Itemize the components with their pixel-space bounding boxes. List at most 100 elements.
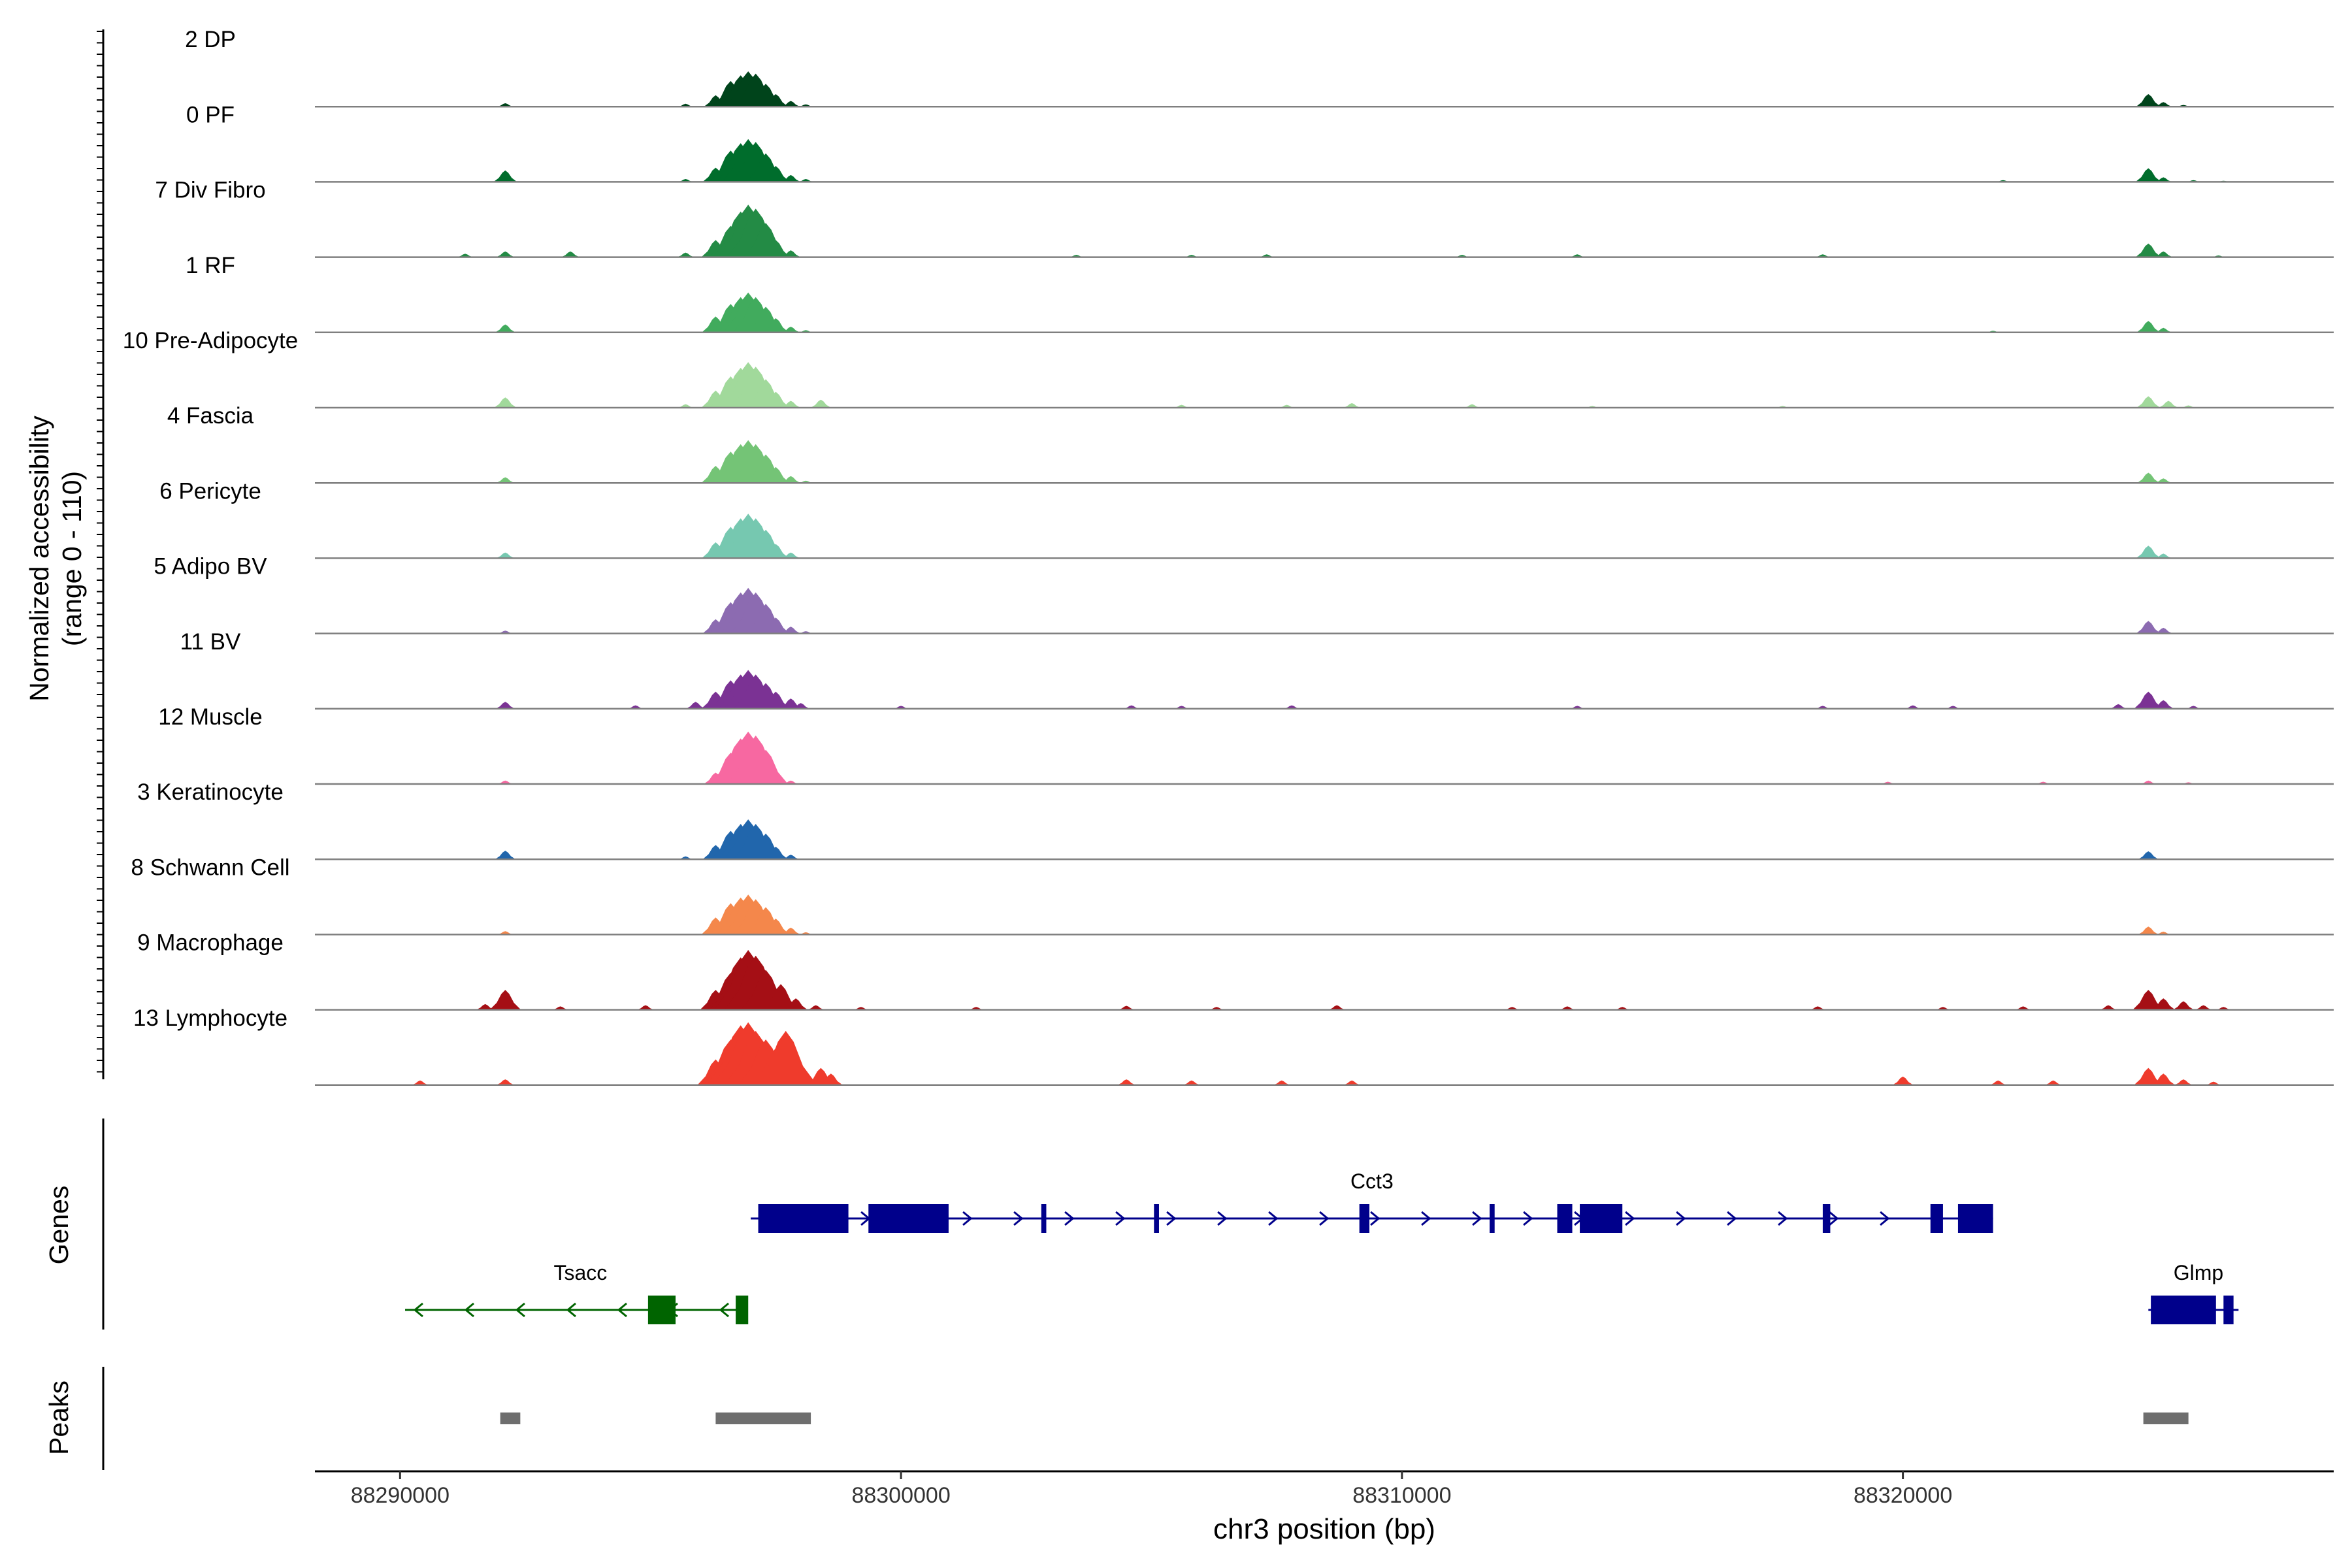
coverage-peak bbox=[1463, 404, 1480, 408]
coverage-peak bbox=[1118, 1005, 1135, 1010]
coverage-peak bbox=[497, 931, 514, 935]
coverage-peak bbox=[685, 702, 706, 709]
strand-arrow bbox=[566, 1302, 576, 1318]
coverage-peak bbox=[2136, 94, 2161, 107]
gene-exon bbox=[647, 1296, 676, 1324]
gene-label-cct3: Cct3 bbox=[1350, 1169, 1394, 1193]
gene-exon bbox=[1822, 1204, 1831, 1233]
coverage-peak bbox=[762, 919, 790, 935]
track-label-4-fascia: 4 Fascia bbox=[167, 403, 254, 429]
coverage-peak bbox=[2205, 1081, 2222, 1085]
track-10-pre-adipocyte: 10 Pre-Adipocyte bbox=[123, 328, 2334, 409]
track-8-schwann-cell: 8 Schwann Cell bbox=[131, 855, 2334, 936]
coverage-peak bbox=[807, 1005, 825, 1010]
strand-arrow bbox=[1013, 1211, 1024, 1226]
peak-region bbox=[500, 1413, 521, 1424]
strand-arrow bbox=[1217, 1211, 1228, 1226]
gene-exon bbox=[2223, 1296, 2234, 1324]
strand-arrow bbox=[1421, 1211, 1431, 1226]
strand-arrow bbox=[1523, 1211, 1533, 1226]
coverage-peak bbox=[1343, 403, 1361, 408]
gene-exon bbox=[1557, 1204, 1573, 1233]
track-4-fascia: 4 Fascia bbox=[167, 403, 2334, 484]
gene-cct3: Cct3 bbox=[751, 1169, 1993, 1233]
coverage-peak bbox=[761, 240, 791, 257]
strand-arrow bbox=[1064, 1211, 1075, 1226]
y-axis-range-label: (range 0 - 110) bbox=[57, 471, 87, 646]
peak-region bbox=[2143, 1413, 2189, 1424]
coverage-peak bbox=[781, 250, 801, 257]
x-axis-ticks: 88290000 88300000 88310000 88320000 bbox=[351, 1471, 1952, 1508]
coverage-peak bbox=[2154, 627, 2173, 634]
coverage-peak bbox=[496, 552, 515, 559]
x-tick-label: 88300000 bbox=[851, 1483, 950, 1508]
coverage-peak bbox=[1117, 1079, 1136, 1085]
coverage-peak bbox=[2134, 1068, 2163, 1085]
coverage-peak bbox=[819, 1073, 843, 1085]
coverage-peak bbox=[494, 397, 517, 408]
coverage-peak bbox=[493, 170, 517, 182]
coverage-peak bbox=[791, 703, 810, 709]
coverage-peak bbox=[1892, 1076, 1914, 1085]
track-label-11-bv: 11 BV bbox=[180, 629, 241, 655]
coverage-peak bbox=[2195, 1005, 2212, 1010]
coverage-peak bbox=[2136, 621, 2161, 634]
strand-arrow bbox=[1880, 1211, 1890, 1226]
coverage-peak bbox=[1989, 1080, 2007, 1085]
coverage-peak bbox=[411, 1080, 429, 1085]
coverage-peak bbox=[2136, 321, 2161, 333]
coverage-peak bbox=[496, 1079, 515, 1085]
coverage-peak bbox=[476, 1004, 495, 1010]
track-label-13-lymphocyte: 13 Lymphocyte bbox=[133, 1005, 287, 1031]
coverage-peak bbox=[2154, 251, 2173, 257]
strand-arrow bbox=[1166, 1211, 1177, 1226]
coverage-peak bbox=[762, 984, 800, 1010]
coverage-peak bbox=[762, 617, 790, 634]
coverage-peak bbox=[763, 94, 789, 107]
coverage-peak bbox=[761, 691, 791, 709]
coverage-peak bbox=[495, 324, 515, 333]
gene-exon bbox=[1359, 1204, 1370, 1233]
strand-arrow bbox=[1370, 1211, 1380, 1226]
coverage-peak bbox=[1183, 1080, 1200, 1085]
track-2-dp: 2 DP bbox=[185, 27, 2334, 108]
coverage-peak bbox=[1283, 705, 1300, 709]
strand-arrow bbox=[1727, 1211, 1737, 1226]
gene-tsacc: Tsacc bbox=[405, 1261, 749, 1324]
coverage-peak bbox=[2174, 1079, 2193, 1085]
coverage-peak bbox=[762, 544, 789, 559]
gene-label-glmp: Glmp bbox=[2174, 1261, 2223, 1284]
coverage-peak bbox=[2155, 177, 2172, 182]
coverage-peak bbox=[2151, 998, 2176, 1010]
coverage-peak bbox=[2015, 1006, 2031, 1010]
coverage-peak bbox=[2135, 168, 2161, 182]
strand-arrow bbox=[1625, 1211, 1635, 1226]
coverage-peak bbox=[762, 166, 790, 182]
coverage-peak bbox=[678, 404, 694, 408]
gene-exon bbox=[1041, 1204, 1047, 1233]
x-axis: 88290000 88300000 88310000 88320000 chr3 po… bbox=[315, 1470, 2334, 1545]
coverage-peak bbox=[776, 1056, 816, 1085]
x-axis-title: chr3 position (bp) bbox=[1213, 1513, 1435, 1545]
coverage-peak bbox=[2155, 478, 2172, 483]
coverage-peak bbox=[489, 990, 521, 1010]
coverage-peak bbox=[1273, 1080, 1290, 1085]
coverage-peak bbox=[552, 1006, 569, 1010]
coverage-peak bbox=[2155, 102, 2172, 107]
coverage-peak bbox=[2140, 780, 2157, 784]
track-label-10-pre-adipocyte: 10 Pre-Adipocyte bbox=[123, 328, 298, 353]
coverage-peak bbox=[781, 327, 800, 333]
strand-arrow bbox=[1829, 1211, 1839, 1226]
track-label-0-pf: 0 PF bbox=[186, 102, 235, 127]
gene-models: Cct3 Tsacc Glmp bbox=[405, 1169, 2239, 1324]
coverage-peak bbox=[1809, 1006, 1826, 1010]
coverage-peak bbox=[810, 399, 831, 408]
coverage-peak bbox=[2132, 990, 2164, 1010]
x-tick-label: 88320000 bbox=[1854, 1483, 1952, 1508]
coverage-peak bbox=[2134, 691, 2163, 709]
track-3-keratinocyte: 3 Keratinocyte bbox=[137, 779, 2334, 860]
coverage-peak bbox=[784, 998, 808, 1010]
coverage-peak bbox=[677, 252, 694, 257]
track-13-lymphocyte: 13 Lymphocyte bbox=[133, 1005, 2334, 1086]
peaks-panel-title: Peaks bbox=[44, 1380, 74, 1455]
